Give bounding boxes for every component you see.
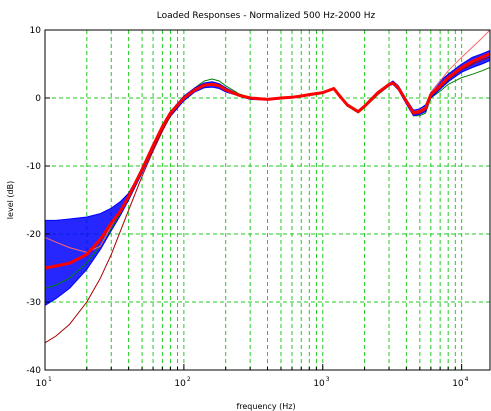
x-tick-label-exponent: 4 <box>465 376 469 383</box>
y-tick-label: -20 <box>26 230 41 240</box>
y-tick-label: 10 <box>30 26 42 36</box>
x-tick-label-base: 10 <box>36 379 48 389</box>
axis-ticks <box>44 29 463 371</box>
y-axis-label: level (dB) <box>6 181 15 219</box>
x-axis-label: frequency (Hz) <box>236 402 295 411</box>
x-tick-label-exponent: 1 <box>48 376 52 383</box>
series-line <box>44 52 491 270</box>
x-tick-label-exponent: 2 <box>187 376 191 383</box>
chart-title: Loaded Responses - Normalized 500 Hz-200… <box>157 11 376 21</box>
y-tick-label: -10 <box>26 162 41 172</box>
series-lines <box>44 29 491 344</box>
y-tick-label: -30 <box>26 298 41 308</box>
x-tick-label-base: 10 <box>452 379 464 389</box>
grid <box>45 30 490 370</box>
y-tick-label: 0 <box>35 94 41 104</box>
y-tick-label: -40 <box>26 366 41 376</box>
x-tick-label-base: 10 <box>313 379 325 389</box>
x-tick-label-exponent: 3 <box>326 376 330 383</box>
x-tick-label-base: 10 <box>174 379 186 389</box>
